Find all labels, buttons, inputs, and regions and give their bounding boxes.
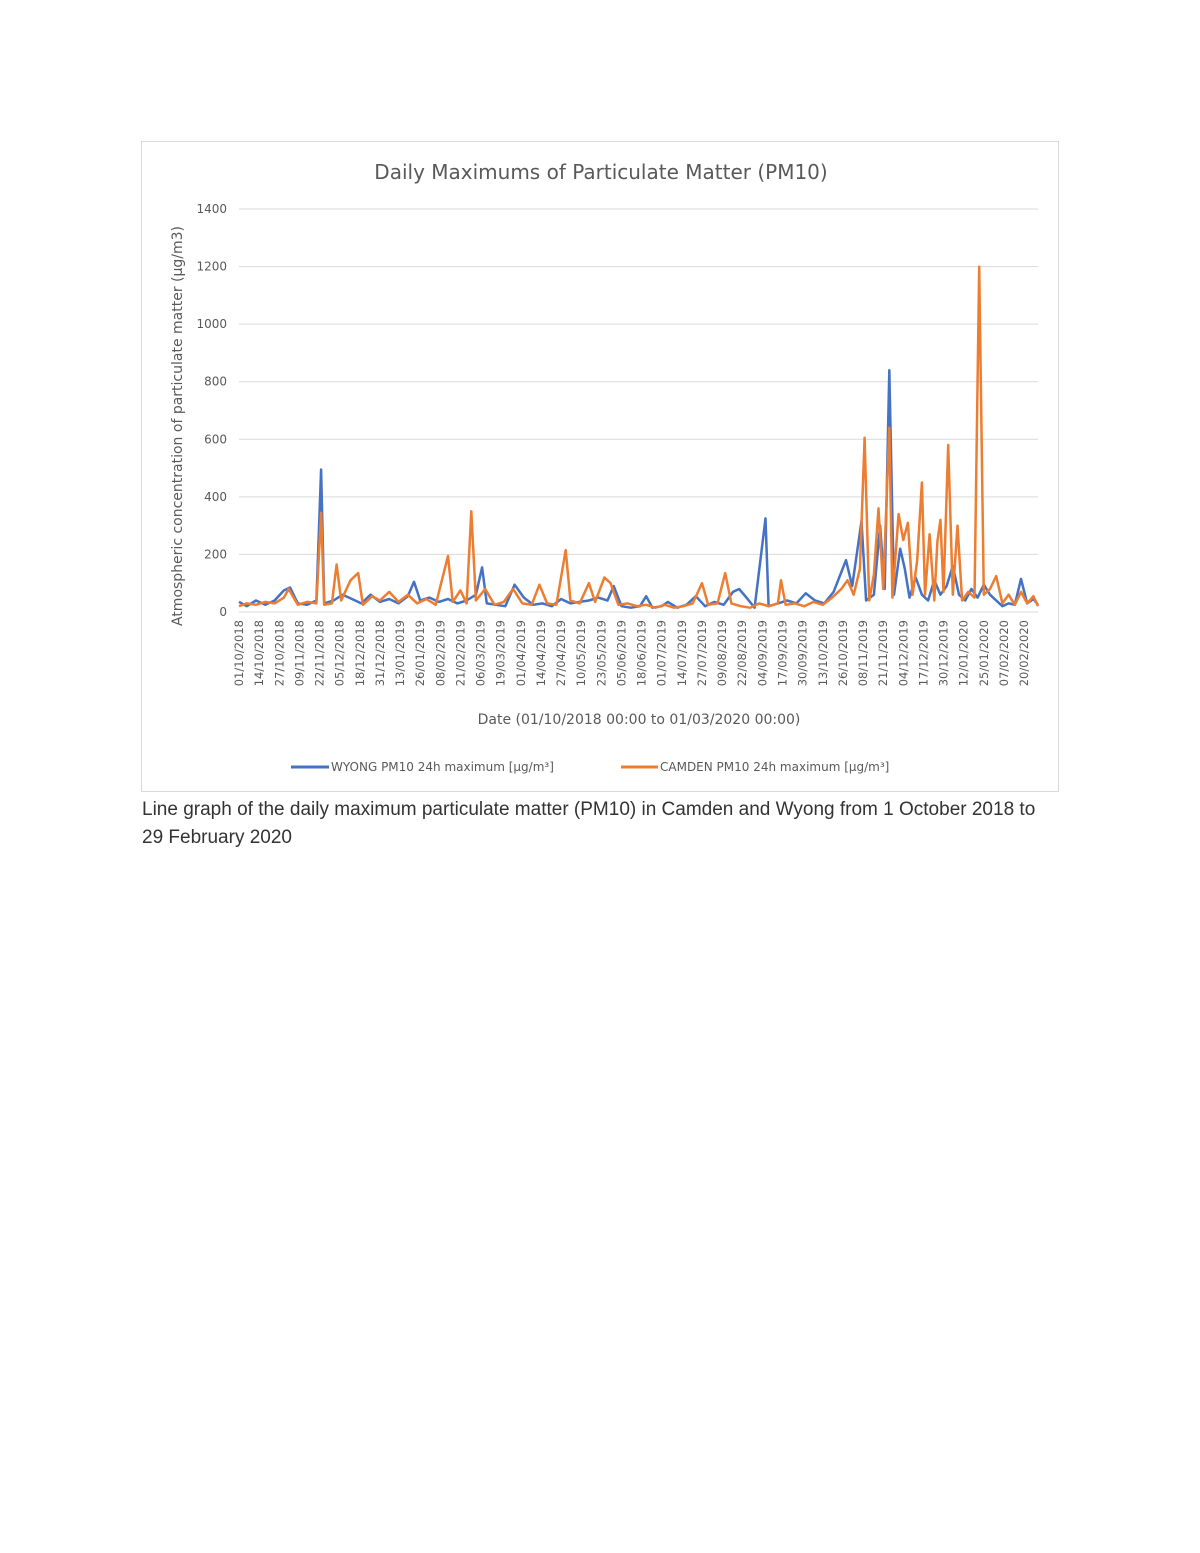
x-axis-ticks: 01/10/2018 14/10/2018 27/10/2018 09/11/2018… [232,620,1031,686]
x-tick-label: 22/11/2018 [313,620,327,686]
x-tick-label: 18/06/2019 [635,620,649,686]
x-tick-label: 05/06/2019 [614,620,628,686]
gridlines [239,208,1038,613]
x-tick-label: 07/02/2020 [997,620,1011,686]
chart-container: Daily Maximums of Particulate Matter (PM… [141,141,1059,792]
x-tick-label: 26/01/2019 [413,620,427,686]
y-tick-label: 0 [219,605,227,619]
legend-label-camden: CAMDEN PM10 24h maximum [µg/m³] [660,760,889,774]
x-tick-label: 04/12/2019 [896,620,910,686]
x-tick-label: 08/11/2019 [856,620,870,686]
x-tick-label: 13/10/2019 [816,620,830,686]
x-tick-label: 04/09/2019 [755,620,769,686]
x-tick-label: 09/08/2019 [715,620,729,686]
x-tick-label: 23/05/2019 [594,620,608,686]
x-axis-label: Date (01/10/2018 00:00 to 01/03/2020 00:… [478,712,801,728]
series-line-camden [238,265,1040,609]
x-tick-label: 01/04/2019 [514,620,528,686]
x-tick-label: 12/01/2020 [957,620,971,686]
x-tick-label: 31/12/2018 [373,620,387,686]
x-tick-label: 21/02/2019 [453,620,467,686]
x-tick-label: 01/10/2018 [232,620,246,686]
x-tick-label: 05/12/2018 [333,620,347,686]
x-tick-label: 14/07/2019 [675,620,689,686]
x-tick-label: 06/03/2019 [474,620,488,686]
x-tick-label: 30/09/2019 [796,620,810,686]
series-lines [238,265,1040,609]
x-tick-label: 14/04/2019 [534,620,548,686]
y-tick-label: 1200 [196,260,227,274]
x-tick-label: 18/12/2018 [353,620,367,686]
x-tick-label: 30/12/2019 [937,620,951,686]
legend: WYONG PM10 24h maximum [µg/m³] CAMDEN PM… [291,760,889,774]
y-tick-label: 600 [204,432,227,446]
x-tick-label: 27/07/2019 [695,620,709,686]
x-tick-label: 08/02/2019 [433,620,447,686]
x-tick-label: 27/10/2018 [272,620,286,686]
figure-caption: Line graph of the daily maximum particul… [142,799,1036,848]
y-tick-label: 800 [204,375,227,389]
y-tick-label: 1000 [196,317,227,331]
chart-title: Daily Maximums of Particulate Matter (PM… [374,160,827,184]
x-tick-label: 25/01/2020 [977,620,991,686]
x-tick-label: 19/03/2019 [494,620,508,686]
x-tick-label: 27/04/2019 [554,620,568,686]
line-chart: Daily Maximums of Particulate Matter (PM… [170,160,1040,774]
x-tick-label: 10/05/2019 [574,620,588,686]
x-tick-label: 17/09/2019 [776,620,790,686]
x-tick-label: 13/01/2019 [393,620,407,686]
y-tick-label: 1400 [196,202,227,216]
x-tick-label: 21/11/2019 [876,620,890,686]
x-tick-label: 20/02/2020 [1017,620,1031,686]
x-tick-label: 17/12/2019 [916,620,930,686]
x-tick-label: 26/10/2019 [836,620,850,686]
x-tick-label: 22/08/2019 [735,620,749,686]
y-axis-label: Atmospheric concentration of particulate… [170,226,186,626]
x-tick-label: 09/11/2018 [292,620,306,686]
x-tick-label: 01/07/2019 [655,620,669,686]
legend-label-wyong: WYONG PM10 24h maximum [µg/m³] [331,760,554,774]
y-tick-label: 200 [204,547,227,561]
y-axis-ticks: 0 200 400 600 800 1000 1200 1400 [196,202,227,619]
y-tick-label: 400 [204,490,227,504]
x-tick-label: 14/10/2018 [252,620,266,686]
